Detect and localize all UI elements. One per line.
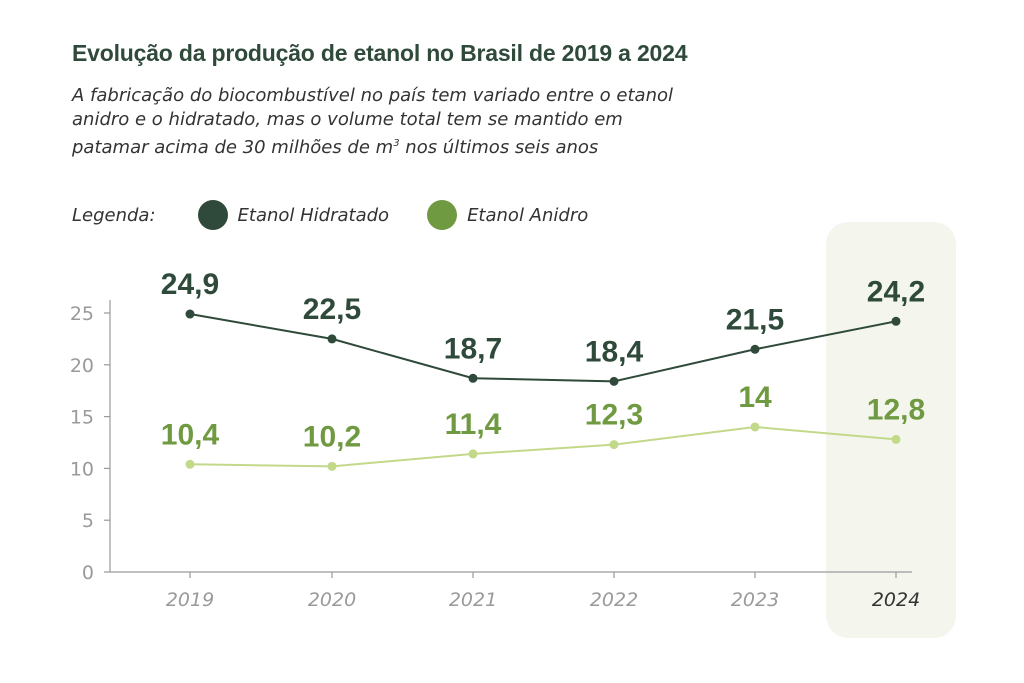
data-point [891, 434, 901, 444]
y-tick-label: 10 [70, 458, 94, 480]
series-line-1 [189, 425, 897, 468]
y-tick-label: 25 [70, 303, 94, 325]
subtitle-line-3-end: nos últimos seis anos [399, 137, 599, 158]
series-line-0 [189, 313, 897, 383]
legend-item-anidro: Etanol Anidro [427, 200, 588, 230]
legend-text-anidro: Etanol Anidro [467, 204, 589, 226]
legend-swatch-hidratado [197, 200, 228, 230]
data-point [609, 376, 619, 386]
chart-title: Evolução da produção de etanol no Brasil… [72, 40, 688, 66]
data-point [327, 461, 337, 471]
legend-text-hidratado: Etanol Hidratado [237, 204, 390, 226]
x-tick-label: 2021 [449, 589, 497, 611]
legend-label: Legenda: [72, 204, 156, 226]
data-label: 14 [738, 381, 772, 414]
data-label: 18,4 [585, 335, 644, 368]
cubic-superscript: 3 [393, 138, 400, 149]
data-label: 21,5 [726, 303, 784, 336]
data-label: 22,5 [303, 293, 361, 326]
data-label: 10,4 [161, 418, 220, 451]
data-label: 12,8 [867, 393, 925, 426]
data-point [750, 344, 760, 354]
subtitle-line-3: patamar acima de 30 milhões de m3 nos úl… [72, 132, 792, 160]
data-point [185, 459, 195, 469]
data-label: 10,2 [303, 420, 361, 453]
x-tick-label: 2022 [590, 589, 638, 611]
data-point [750, 422, 760, 432]
legend-swatch-anidro [427, 200, 458, 230]
data-point [185, 309, 195, 319]
subtitle-line-1: A fabricação do biocombustível no país t… [72, 85, 673, 106]
highlight-band [826, 222, 956, 638]
data-point [468, 373, 478, 383]
subtitle-line-3-text: patamar acima de 30 milhões de m [72, 137, 394, 158]
legend-item-hidratado: Etanol Hidratado [197, 200, 390, 230]
data-point [468, 449, 478, 459]
data-point [609, 440, 619, 450]
data-point [327, 334, 337, 344]
y-tick-label: 20 [70, 355, 94, 377]
data-label: 11,4 [445, 408, 502, 441]
legend: Legenda: Etanol Hidratado Etanol Anidro [72, 200, 588, 230]
data-label: 18,7 [444, 332, 502, 365]
y-tick-label: 5 [82, 510, 94, 532]
x-tick-label: 2023 [731, 589, 779, 611]
data-label: 24,2 [867, 275, 925, 308]
data-label: 12,3 [585, 399, 643, 432]
x-tick-label: 2019 [166, 589, 214, 611]
x-tick-label: 2020 [308, 589, 356, 611]
data-label: 24,9 [161, 268, 219, 301]
y-tick-label: 15 [70, 407, 94, 429]
x-tick-label: 2024 [872, 589, 920, 611]
data-point [891, 316, 901, 326]
subtitle-line-2: anidro e o hidratado, mas o volume total… [72, 109, 623, 130]
y-tick-label: 0 [82, 562, 94, 584]
chart-subtitle: A fabricação do biocombustível no país t… [72, 84, 792, 160]
